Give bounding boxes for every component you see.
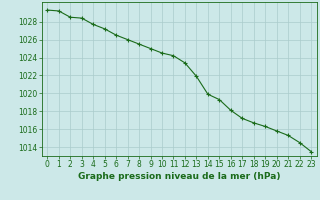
X-axis label: Graphe pression niveau de la mer (hPa): Graphe pression niveau de la mer (hPa) [78,172,280,181]
